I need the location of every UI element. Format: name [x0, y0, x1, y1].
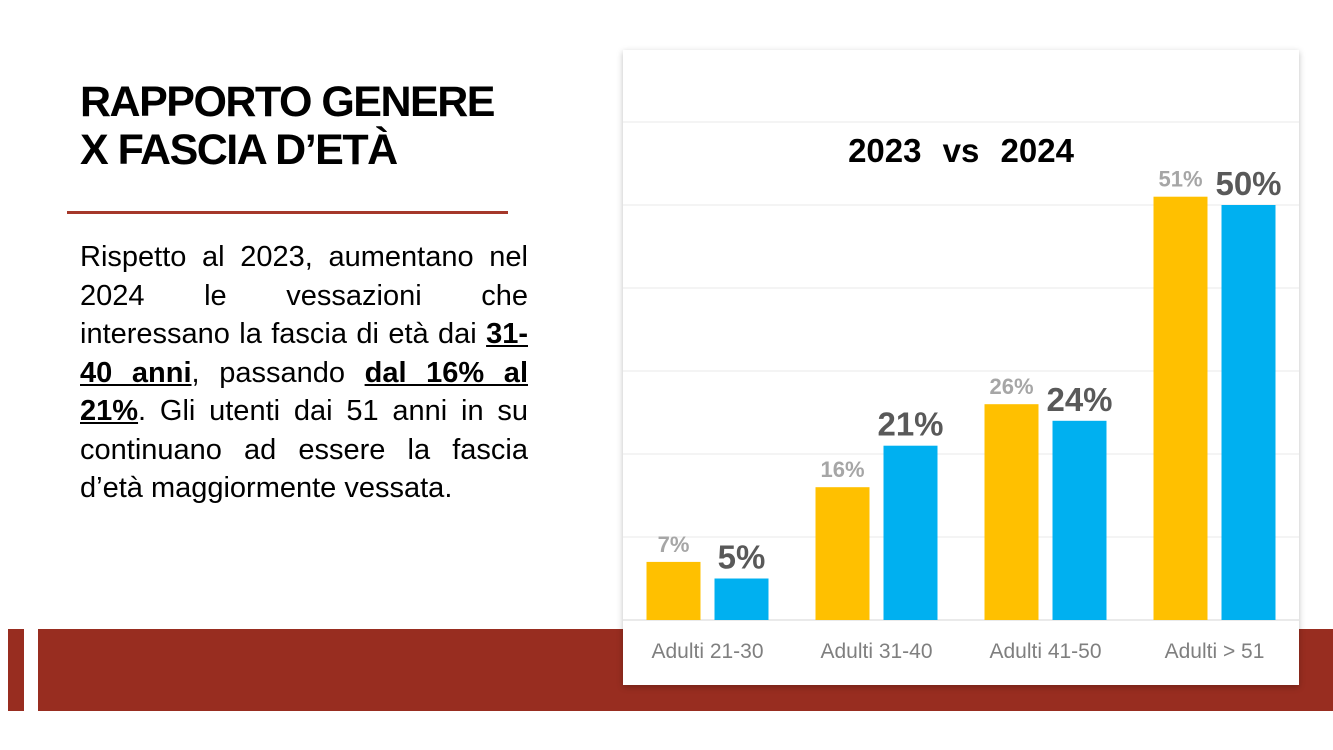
slide-title: RAPPORTO GENERE X FASCIA D’ETÀ: [80, 78, 560, 174]
category-label: Adulti 31-40: [820, 640, 932, 663]
data-label: 26%: [989, 374, 1033, 399]
footer-accent-strip: [8, 629, 24, 711]
bar-chart: Adulti 21-30 7% 5% Adulti 31-40 16% 21% Adulti…: [623, 121, 1299, 663]
chart-card: 2023 vs 2024 Adulti 21-30 7% 5% Adulti 31-4…: [623, 50, 1299, 685]
data-label: 51%: [1158, 167, 1202, 192]
bar-series-1: [646, 561, 701, 620]
bar-series-2: [1221, 205, 1276, 620]
bar-series-2: [1052, 420, 1107, 620]
data-label: 16%: [820, 457, 864, 482]
bar-series-1: [984, 404, 1039, 620]
bar-series-2: [883, 445, 938, 620]
chart-title: 2023 vs 2024: [848, 132, 1074, 169]
data-label: 7%: [658, 532, 690, 557]
body-emphasis-age-range: 31-40 anni: [80, 318, 528, 389]
body-text-part-1: Rispetto al 2023, aumentano nel 2024 le …: [80, 241, 528, 350]
bar-series-1: [1153, 196, 1208, 620]
category-label: Adulti 21-30: [651, 640, 763, 663]
bar-series-2: [714, 578, 769, 620]
data-label: 21%: [877, 406, 943, 443]
data-label: 24%: [1046, 381, 1112, 418]
slide-title-line-2: X FASCIA D’ETÀ: [80, 126, 398, 174]
body-text-part-3: . Gli utenti dai 51 anni in su continuan…: [80, 395, 528, 504]
data-label: 50%: [1215, 165, 1281, 202]
data-label: 5%: [718, 539, 766, 576]
slide-title-line-1: RAPPORTO GENERE: [80, 78, 495, 126]
category-label: Adulti > 51: [1165, 640, 1265, 663]
body-emphasis-percent-change: dal 16% al 21%: [80, 356, 528, 428]
title-divider: [67, 211, 508, 214]
bar-series-1: [815, 487, 870, 620]
body-paragraph: Rispetto al 2023, aumentano nel 2024 le …: [80, 238, 528, 508]
category-label: Adulti 41-50: [989, 640, 1101, 663]
body-text-part-2: , passando: [191, 356, 365, 389]
